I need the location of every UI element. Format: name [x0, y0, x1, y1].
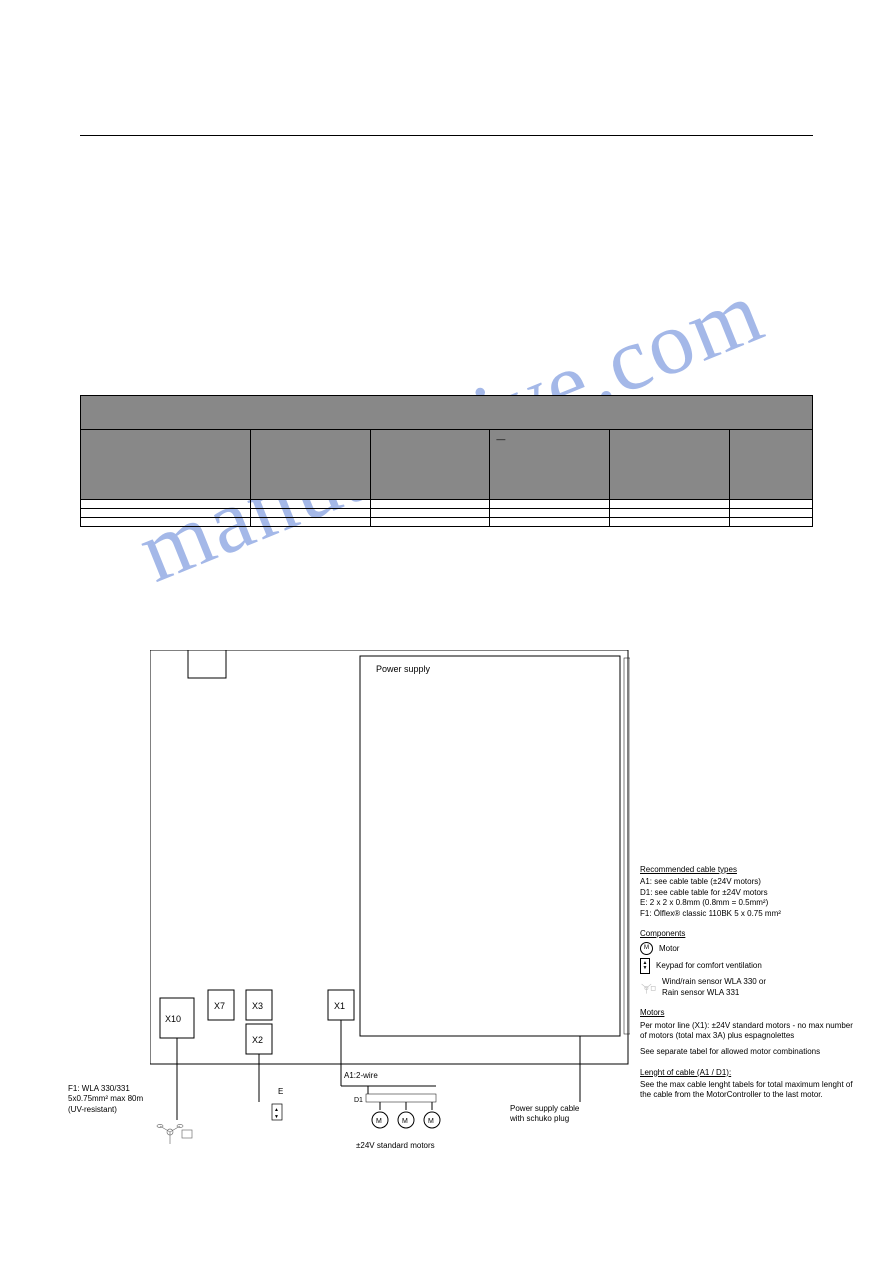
- legend-cable-types-hdr: Recommended cable types: [640, 865, 870, 875]
- f1-line3: (UV-resistant): [68, 1105, 143, 1115]
- power-supply-edge: [624, 658, 630, 1034]
- power-supply-block: [360, 656, 620, 1036]
- legend-length-line: the cable from the MotorController to th…: [640, 1090, 870, 1100]
- legend-cable-line: A1: see cable table (±24V motors): [640, 877, 870, 887]
- svg-text:X1: X1: [334, 1001, 345, 1011]
- legend-comp-motor-label: Motor: [659, 944, 679, 954]
- table-cell: [730, 518, 813, 527]
- table-cell: [610, 518, 730, 527]
- svg-text:X2: X2: [252, 1035, 263, 1045]
- label-E: E: [278, 1087, 283, 1096]
- keypad-icon: ▲▼: [640, 958, 650, 974]
- table-cell: [490, 500, 610, 509]
- legend: Recommended cable types A1: see cable ta…: [640, 855, 870, 1101]
- svg-text:M: M: [428, 1118, 434, 1125]
- svg-text:X3: X3: [252, 1001, 263, 1011]
- table-header-cell: [370, 430, 490, 500]
- table-cell: [370, 518, 490, 527]
- svg-text:M: M: [402, 1118, 408, 1125]
- legend-motors-line: of motors (total max 3A) plus espagnolet…: [640, 1031, 870, 1041]
- table-cell: [81, 518, 251, 527]
- diagram-svg: Power supply X10 X7 X3 X2 X1: [150, 650, 630, 1170]
- terminal-X2: X2: [246, 1024, 272, 1054]
- motor-icon: M: [424, 1112, 440, 1128]
- f1-line2: 5x0.75mm² max 80m: [68, 1094, 143, 1104]
- motor-icon: M: [398, 1112, 414, 1128]
- page-root: manualshive.com —: [0, 0, 893, 1263]
- table-header-cell: [610, 430, 730, 500]
- table-cell: [490, 509, 610, 518]
- wind-sensor-icon: [640, 981, 656, 995]
- table-cell: [250, 509, 370, 518]
- terminal-X10: X10: [160, 998, 194, 1038]
- legend-motors-line: Per motor line (X1): ±24V standard motor…: [640, 1021, 870, 1031]
- motor-icon: M: [640, 942, 653, 955]
- table-cell: [81, 509, 251, 518]
- table-header-cell: [81, 430, 251, 500]
- table-header-cell: —: [490, 430, 610, 500]
- label-motors-caption: ±24V standard motors: [356, 1141, 435, 1150]
- legend-motors-hdr: Motors: [640, 1008, 870, 1018]
- legend-comp-keypad-label: Keypad for comfort ventilation: [656, 961, 762, 971]
- svg-text:X10: X10: [165, 1014, 181, 1024]
- ps-line1: Power supply cable: [510, 1104, 579, 1114]
- f1-line1: F1: WLA 330/331: [68, 1084, 143, 1094]
- table-cell: [370, 509, 490, 518]
- table-cell: [610, 500, 730, 509]
- ps-line2: with schuko plug: [510, 1114, 579, 1124]
- d1-busbar: [366, 1094, 436, 1102]
- table-cell: [81, 500, 251, 509]
- table-header-cell: [250, 430, 370, 500]
- svg-text:M: M: [376, 1118, 382, 1125]
- label-D1: D1: [354, 1097, 363, 1104]
- legend-cable-line: E: 2 x 2 x 0.8mm (0.8mm = 0.5mm²): [640, 898, 870, 908]
- svg-text:X7: X7: [214, 1001, 225, 1011]
- table-header-cell: [730, 430, 813, 500]
- legend-cable-line: D1: see cable table for ±24V motors: [640, 888, 870, 898]
- legend-motors-line: See separate tabel for allowed motor com…: [640, 1047, 870, 1057]
- table-row: [81, 509, 813, 518]
- f1-cable-label: F1: WLA 330/331 5x0.75mm² max 80m (UV-re…: [68, 1084, 143, 1115]
- svg-text:▲: ▲: [274, 1107, 279, 1113]
- terminal-X3: X3: [246, 990, 272, 1020]
- legend-length-hdr: Lenght of cable (A1 / D1):: [640, 1068, 870, 1078]
- legend-comp-keypad: ▲▼ Keypad for comfort ventilation: [640, 958, 870, 974]
- terminal-X7: X7: [208, 990, 234, 1020]
- terminal-X1: X1: [328, 990, 354, 1020]
- table-cell: [610, 509, 730, 518]
- table-cell: [490, 518, 610, 527]
- wind-sensor-icon: [157, 1125, 192, 1145]
- table-cell: [730, 509, 813, 518]
- svg-text:▼: ▼: [274, 1114, 279, 1120]
- table-cell: [250, 518, 370, 527]
- table-row: [81, 518, 813, 527]
- table-cell: [730, 500, 813, 509]
- keypad-icon: ▲ ▼: [272, 1104, 282, 1120]
- legend-cable-line: F1: Ölflex® classic 110BK 5 x 0.75 mm²: [640, 909, 870, 919]
- legend-components-hdr: Components: [640, 929, 870, 939]
- legend-comp-sensor-label: Wind/rain sensor WLA 330 or Rain sensor …: [662, 977, 766, 998]
- table-header-row2: —: [81, 430, 813, 500]
- spec-table: —: [80, 395, 813, 527]
- legend-comp-motor: M Motor: [640, 942, 870, 955]
- label-A1: A1:2-wire: [344, 1071, 378, 1080]
- legend-length-line: See the max cable lenght tabels for tota…: [640, 1080, 870, 1090]
- legend-comp-sensor: Wind/rain sensor WLA 330 or Rain sensor …: [640, 977, 870, 998]
- power-cable-label: Power supply cable with schuko plug: [510, 1104, 579, 1125]
- motor-icon: M: [372, 1112, 388, 1128]
- table-header-row1: [81, 396, 813, 430]
- enclosure-notch: [188, 650, 226, 678]
- table-cell: [250, 500, 370, 509]
- table-row: [81, 500, 813, 509]
- table-cell: [370, 500, 490, 509]
- table-header-span: [81, 396, 813, 430]
- power-supply-label: Power supply: [376, 664, 431, 674]
- top-rule: [80, 135, 813, 136]
